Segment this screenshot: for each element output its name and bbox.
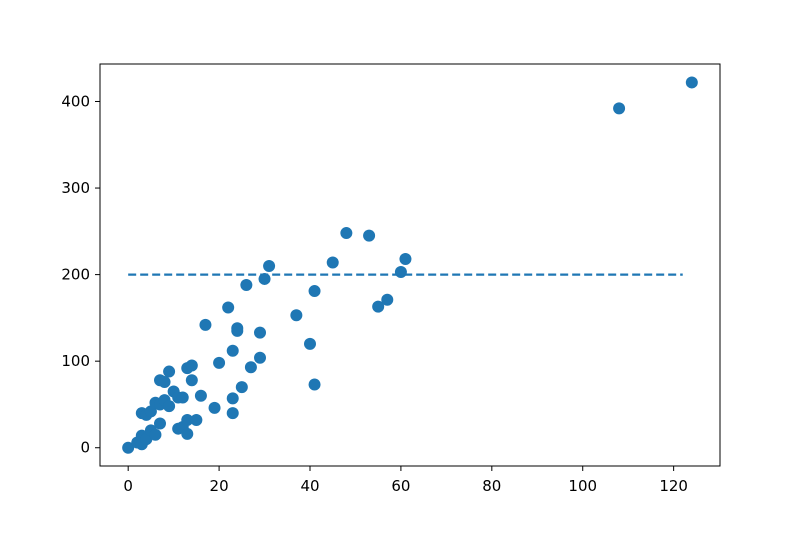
- data-point-50: [326, 256, 339, 269]
- x-tick-label: 60: [391, 477, 410, 495]
- data-point-38: [231, 324, 244, 337]
- x-tick-label: 100: [568, 477, 597, 495]
- data-point-28: [190, 414, 203, 427]
- data-point-56: [399, 253, 412, 266]
- data-point-26: [185, 359, 198, 372]
- data-point-55: [394, 266, 407, 279]
- y-tick-label: 200: [61, 266, 90, 284]
- y-tick-label: 100: [61, 352, 90, 370]
- data-point-43: [254, 351, 266, 364]
- data-point-10: [149, 428, 162, 441]
- data-point-36: [226, 407, 239, 420]
- x-axis-ticks: 0 20 40 60 80 100 120: [123, 466, 688, 495]
- data-point-57: [613, 102, 626, 115]
- x-tick-label: 80: [482, 477, 501, 495]
- data-point-30: [199, 318, 212, 331]
- data-point-32: [213, 356, 226, 369]
- data-point-17: [163, 400, 176, 413]
- data-point-34: [226, 344, 239, 357]
- data-point-39: [235, 381, 248, 394]
- data-point-49: [308, 378, 321, 391]
- data-point-42: [254, 326, 266, 339]
- data-point-12: [154, 417, 166, 430]
- data-point-58: [685, 76, 698, 89]
- data-point-51: [340, 227, 353, 240]
- data-point-29: [194, 389, 207, 402]
- x-tick-label: 20: [210, 477, 229, 495]
- data-point-45: [263, 259, 276, 272]
- data-point-44: [258, 272, 271, 285]
- x-tick-label: 40: [300, 477, 319, 495]
- y-tick-label: 0: [80, 439, 90, 457]
- data-point-35: [226, 392, 239, 405]
- data-point-41: [244, 361, 257, 374]
- data-point-47: [304, 337, 316, 350]
- x-tick-label: 120: [659, 477, 688, 495]
- data-point-25: [181, 427, 194, 440]
- data-point-40: [240, 279, 253, 291]
- y-axis-ticks: 0 100 200 300 400: [61, 92, 100, 457]
- data-point-54: [381, 293, 394, 306]
- plot-frame: [99, 63, 721, 467]
- data-point-52: [363, 229, 376, 242]
- scatter-points: [122, 76, 698, 454]
- y-tick-label: 400: [61, 92, 90, 110]
- data-point-27: [185, 374, 198, 387]
- data-point-16: [163, 365, 176, 378]
- x-tick-label: 0: [123, 477, 133, 495]
- data-point-46: [290, 309, 303, 322]
- data-point-31: [208, 401, 221, 414]
- data-point-14: [158, 375, 171, 388]
- data-point-33: [222, 301, 235, 314]
- data-point-24: [181, 414, 194, 427]
- data-point-48: [308, 285, 321, 298]
- y-tick-label: 300: [61, 179, 90, 197]
- data-point-21: [176, 391, 189, 404]
- data-point-0: [122, 441, 135, 454]
- data-point-53: [372, 300, 385, 313]
